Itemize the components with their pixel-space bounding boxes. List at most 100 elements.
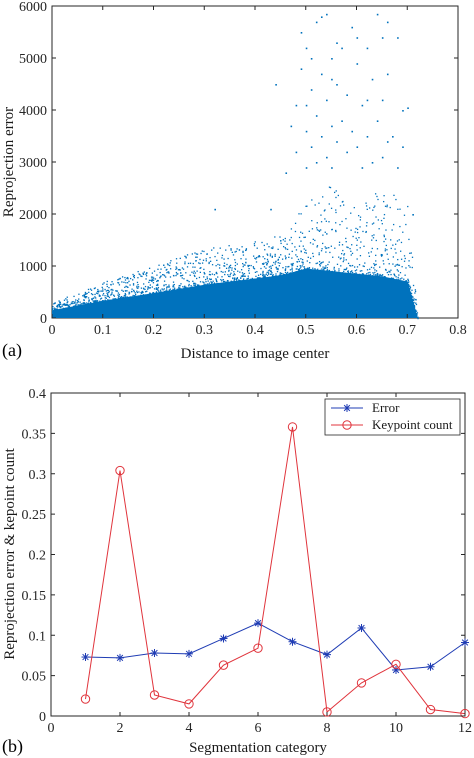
scatter-point xyxy=(287,273,289,318)
scatter-point xyxy=(160,291,162,318)
scatter-point xyxy=(184,287,187,290)
scatter-point xyxy=(231,267,233,269)
scatter-point xyxy=(243,275,245,277)
panel-label-b: (b) xyxy=(2,736,23,757)
scatter-point xyxy=(176,289,178,318)
scatter-point xyxy=(257,277,259,280)
scatter-point xyxy=(266,243,268,245)
scatter-point xyxy=(56,308,59,310)
scatter-point xyxy=(267,272,270,274)
series-keypoint-point xyxy=(184,699,194,709)
scatter-point xyxy=(357,273,359,276)
scatter-point xyxy=(78,293,80,295)
scatter-point xyxy=(390,277,392,280)
scatter-point xyxy=(277,259,279,261)
series-error-point xyxy=(426,662,435,671)
scatter-point xyxy=(188,280,190,283)
scatter-point xyxy=(129,296,131,318)
scatter-point xyxy=(57,306,59,308)
scatter-point xyxy=(136,285,138,288)
scatter-y-tick-label: 2000 xyxy=(19,208,47,223)
scatter-point xyxy=(300,32,303,34)
scatter-point xyxy=(260,277,262,318)
scatter-point xyxy=(349,264,351,267)
scatter-point xyxy=(75,299,77,301)
scatter-point xyxy=(320,221,323,223)
scatter-point xyxy=(106,300,108,318)
scatter-point xyxy=(118,298,121,300)
scatter-x-tick-label: 0.8 xyxy=(449,323,467,338)
scatter-point xyxy=(383,263,385,265)
scatter-point xyxy=(291,257,293,259)
scatter-point xyxy=(255,275,257,278)
scatter-point xyxy=(395,252,397,254)
scatter-point xyxy=(122,297,124,318)
scatter-point xyxy=(181,288,183,318)
scatter-point xyxy=(251,277,253,280)
scatter-point xyxy=(291,267,293,269)
scatter-point xyxy=(270,273,272,276)
scatter-point xyxy=(381,99,384,102)
scatter-point xyxy=(322,234,324,236)
scatter-point xyxy=(378,276,380,278)
scatter-point xyxy=(210,284,212,286)
scatter-point xyxy=(300,240,302,242)
scatter-point xyxy=(167,271,169,273)
scatter-point xyxy=(234,278,236,280)
scatter-point xyxy=(397,258,399,261)
scatter-point xyxy=(216,283,218,318)
scatter-point xyxy=(308,230,310,232)
scatter-point xyxy=(324,270,326,318)
scatter-point xyxy=(302,269,304,318)
scatter-point xyxy=(195,286,197,318)
scatter-point xyxy=(317,268,319,270)
scatter-point xyxy=(366,221,368,224)
scatter-point xyxy=(263,276,266,278)
scatter-point xyxy=(407,278,409,280)
scatter-point xyxy=(350,250,352,252)
scatter-point xyxy=(343,259,345,261)
scatter-point xyxy=(66,304,68,306)
scatter-point xyxy=(279,262,281,264)
scatter-point xyxy=(72,302,74,305)
scatter-point xyxy=(172,281,175,283)
scatter-point xyxy=(289,273,291,318)
series-error-point xyxy=(288,637,297,646)
scatter-point xyxy=(291,250,293,253)
scatter-point xyxy=(331,58,333,60)
scatter-point xyxy=(124,279,127,281)
scatter-point xyxy=(163,280,166,282)
scatter-point xyxy=(405,223,407,226)
scatter-point xyxy=(315,269,317,318)
scatter-point xyxy=(350,265,352,267)
scatter-point xyxy=(134,295,136,297)
scatter-point xyxy=(151,293,153,318)
scatter-point xyxy=(352,273,354,318)
scatter-point xyxy=(274,236,276,238)
scatter-point xyxy=(90,302,92,305)
scatter-point xyxy=(66,303,68,305)
scatter-point xyxy=(227,275,230,278)
scatter-point xyxy=(94,301,96,303)
scatter-point xyxy=(211,282,213,284)
scatter-point xyxy=(133,289,135,292)
scatter-point xyxy=(90,303,92,318)
scatter-point xyxy=(101,301,103,318)
scatter-point xyxy=(236,277,239,280)
scatter-point xyxy=(328,247,330,249)
scatter-point xyxy=(178,286,180,288)
scatter-point xyxy=(407,281,409,284)
scatter-point xyxy=(284,247,286,249)
scatter-point xyxy=(372,222,375,224)
scatter-point xyxy=(160,275,162,277)
scatter-point xyxy=(314,269,316,318)
scatter-point xyxy=(381,37,384,39)
scatter-point xyxy=(62,308,64,318)
scatter-point xyxy=(208,262,210,265)
scatter-point xyxy=(185,287,187,318)
scatter-point xyxy=(322,266,324,268)
scatter-point xyxy=(384,276,386,278)
scatter-point xyxy=(208,284,210,318)
scatter-point xyxy=(89,288,92,290)
scatter-point xyxy=(59,308,61,318)
